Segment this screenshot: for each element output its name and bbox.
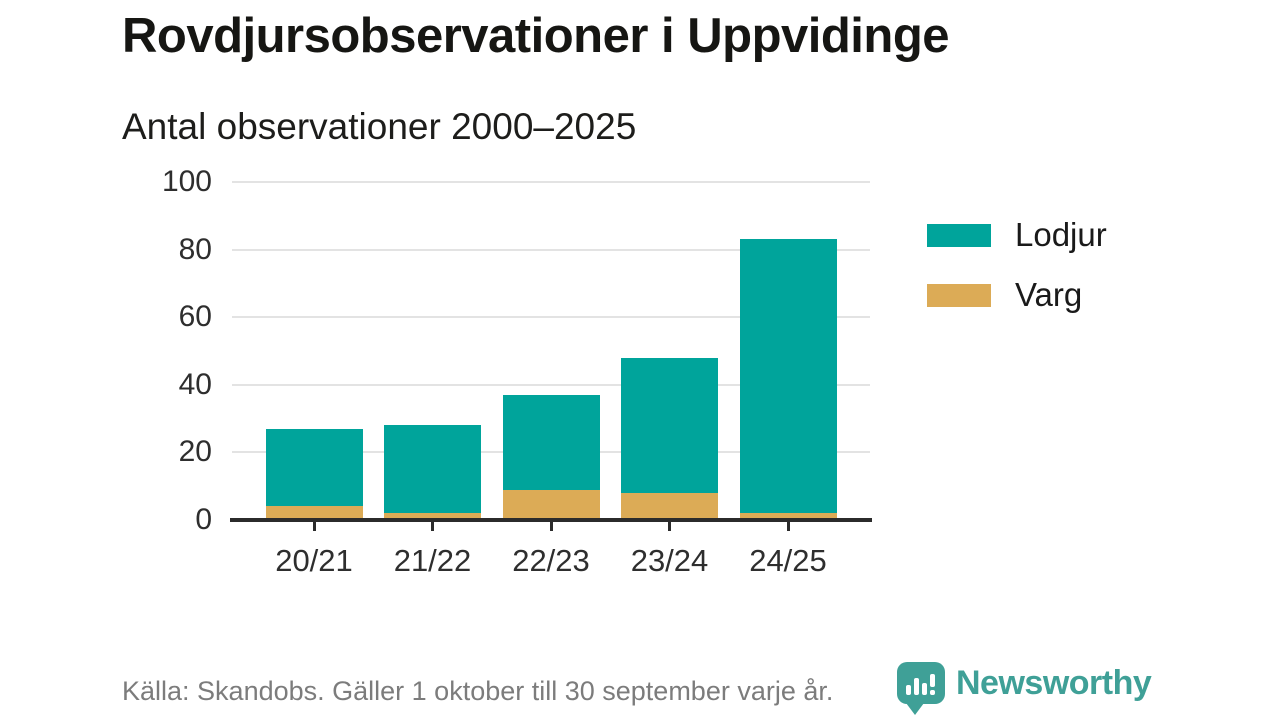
bar-segment-lodjur	[265, 428, 363, 507]
x-axis-tick	[431, 522, 434, 531]
bar-segment-varg	[502, 489, 600, 520]
bar-stack	[739, 239, 837, 520]
bar-segment-varg	[621, 492, 718, 520]
x-axis-tick-label: 20/21	[275, 543, 353, 578]
bar-segment-varg	[739, 513, 837, 520]
x-axis-tick-label: 24/25	[749, 543, 827, 578]
y-axis-tick-label: 40	[178, 367, 212, 401]
x-axis-tick	[668, 522, 671, 531]
bar-segment-lodjur	[621, 357, 718, 493]
y-axis-tick-label: 20	[178, 435, 212, 469]
y-axis-tick-label: 0	[195, 503, 212, 536]
legend-item: Varg	[927, 276, 1107, 314]
x-axis-line	[230, 518, 872, 522]
plot-area	[230, 181, 872, 522]
y-axis-tick-label: 80	[178, 232, 212, 266]
gridline	[232, 248, 870, 251]
gridline	[232, 316, 870, 319]
newsworthy-brand-name: Newsworthy	[956, 663, 1152, 702]
legend-swatch-lodjur	[927, 223, 991, 247]
x-axis-tick-label: 22/23	[512, 543, 590, 578]
newsworthy-speech-bubble-icon	[897, 662, 945, 715]
bar-segment-lodjur	[739, 239, 837, 514]
legend-item: Lodjur	[927, 216, 1107, 254]
gridline	[232, 383, 870, 386]
bar-stack	[384, 425, 481, 520]
x-axis-tick-label: 23/24	[630, 543, 709, 578]
bar-stack	[265, 428, 363, 520]
logo-bar-icon	[914, 678, 919, 695]
logo-bar-icon	[922, 683, 927, 695]
x-axis-tick	[549, 522, 553, 531]
y-axis-tick-label: 60	[178, 300, 212, 334]
logo-exclamation-dot-icon	[930, 690, 935, 695]
source-note: Källa: Skandobs. Gäller 1 oktober till 3…	[122, 676, 834, 706]
bar-segment-lodjur	[384, 425, 481, 514]
logo-bar-icon	[906, 685, 911, 695]
chart-subtitle: Antal observationer 2000–2025	[122, 106, 637, 147]
bar-stack	[502, 394, 600, 520]
logo-exclamation-icon	[930, 674, 935, 687]
legend-swatch-varg	[927, 283, 991, 307]
bar-stack	[621, 357, 718, 520]
newsworthy-logo: Newsworthy	[897, 662, 1152, 715]
gridline	[232, 181, 870, 183]
legend-item-label: Lodjur	[1015, 216, 1107, 253]
chart-legend: Lodjur Varg	[927, 216, 1107, 336]
y-axis-tick-label: 100	[161, 165, 212, 198]
chart-title: Rovdjursobservationer i Uppvidinge	[122, 9, 950, 63]
x-axis-tick	[786, 522, 790, 531]
legend-item-label: Varg	[1015, 276, 1083, 313]
bar-segment-varg	[384, 513, 481, 520]
bar-segment-varg	[265, 506, 363, 520]
x-axis-tick	[312, 522, 316, 531]
x-axis-tick-label: 21/22	[393, 543, 472, 578]
bar-segment-lodjur	[502, 394, 600, 490]
